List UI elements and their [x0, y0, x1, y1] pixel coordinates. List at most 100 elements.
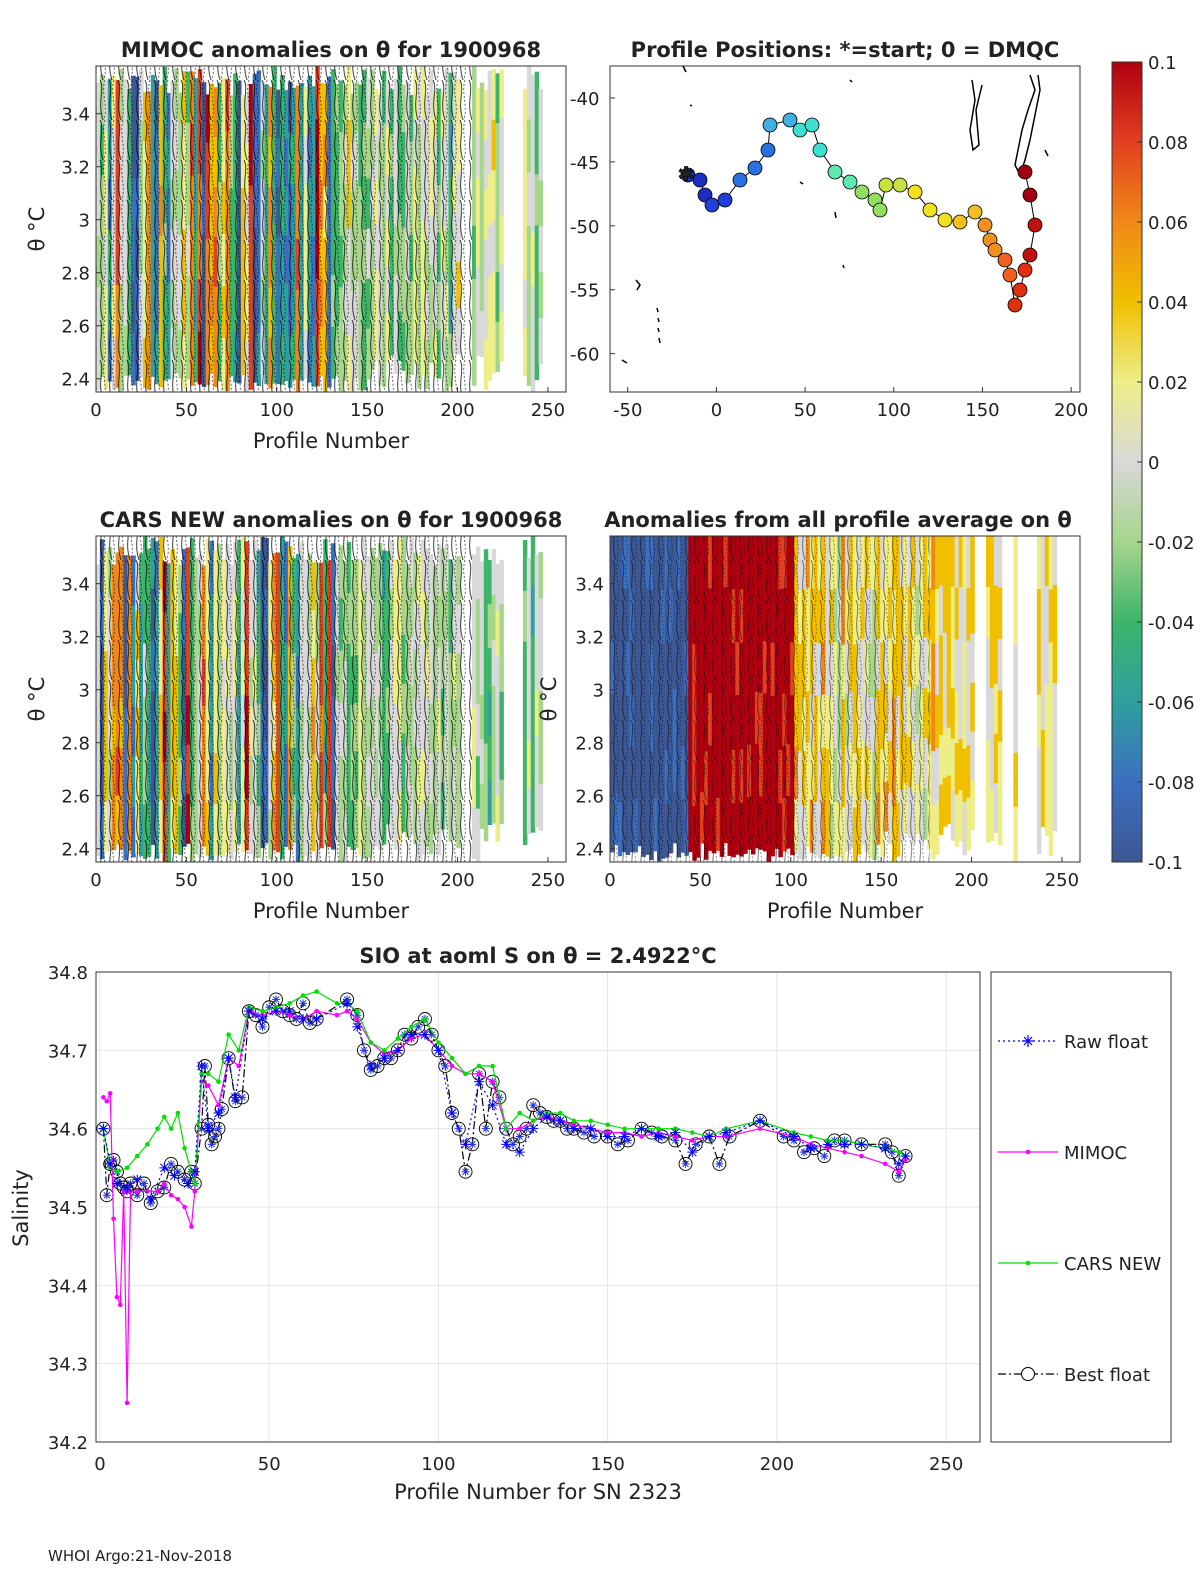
- series-raw-float: [98, 998, 911, 1205]
- data-point: [704, 1131, 715, 1142]
- data-point: [636, 1123, 647, 1134]
- data-point: [134, 1153, 140, 1159]
- data-point: [183, 1178, 193, 1189]
- salinity-ylabel: Salinity: [9, 1169, 33, 1247]
- data-point: [182, 1204, 187, 1210]
- data-point: [517, 1126, 522, 1131]
- data-point: [588, 1118, 594, 1124]
- salinity-chart: SIO at aoml S on θ = 2.4922°C Profile Nu…: [9, 944, 981, 1504]
- position-marker: [997, 252, 1013, 268]
- position-marker: [747, 160, 763, 176]
- colorbar-tick-label: -0.02: [1148, 533, 1195, 554]
- data-point: [189, 1224, 194, 1229]
- average-xlabel: Profile Number: [767, 899, 924, 923]
- legend-item: Best float: [998, 1365, 1150, 1386]
- cars-xticks: 0 50 100 150 200 250: [90, 857, 565, 891]
- colorbar-tick-label: -0.08: [1148, 773, 1195, 794]
- y-tick-label: 2.8: [61, 734, 90, 755]
- colorbar-tick-label: -0.06: [1148, 693, 1195, 714]
- data-point: [334, 1001, 340, 1006]
- data-point: [392, 1045, 403, 1056]
- position-marker: [922, 202, 938, 218]
- legend-item: MIMOC: [998, 1143, 1127, 1164]
- x-tick-label: 150: [350, 400, 384, 421]
- data-point: [132, 1174, 143, 1185]
- salinity-series: [96, 989, 913, 1406]
- y-tick-label: -40: [570, 89, 599, 110]
- salinity-xticks: 0 50 100 150 200 250: [94, 1454, 963, 1475]
- position-marker: [827, 164, 843, 180]
- x-tick-label: 0: [711, 400, 722, 421]
- y-tick-label: 3.4: [61, 575, 90, 596]
- data-point: [610, 1137, 625, 1152]
- data-point: [189, 1166, 200, 1177]
- data-point: [460, 1139, 471, 1150]
- data-point: [501, 1139, 512, 1150]
- average-ylabel: θ °C: [537, 677, 561, 722]
- position-marker: [762, 117, 778, 133]
- data-point: [395, 1036, 401, 1041]
- positions-title: Profile Positions: *=start; 0 = DMQC: [631, 38, 1060, 62]
- series-line: [102, 1002, 906, 1201]
- y-tick-label: 2.4: [61, 840, 90, 861]
- data-point: [107, 1091, 113, 1096]
- position-marker: [782, 112, 798, 128]
- y-tick-label: 2.4: [61, 370, 90, 391]
- start-marker-icon: ✱: [678, 162, 695, 186]
- x-tick-label: 100: [877, 400, 911, 421]
- data-point: [203, 1123, 214, 1134]
- data-point: [891, 1168, 906, 1183]
- data-point: [605, 1122, 610, 1128]
- position-marker: [804, 117, 820, 133]
- data-point: [243, 1006, 254, 1017]
- data-point: [111, 1216, 116, 1222]
- data-point: [300, 993, 306, 998]
- data-point: [213, 1108, 224, 1118]
- cars-heatmap: [96, 536, 544, 863]
- data-point: [690, 1138, 695, 1143]
- y-tick-label: -50: [570, 217, 599, 238]
- data-point: [206, 1083, 211, 1088]
- position-marker: [952, 214, 968, 230]
- position-marker: [1022, 187, 1038, 203]
- x-tick-label: 0: [90, 400, 101, 421]
- position-marker: [1002, 267, 1018, 283]
- data-point: [856, 1139, 867, 1150]
- cars-yticks: 2.4 2.6 2.8 3 3.2 3.4: [61, 575, 101, 861]
- mimoc-title: MIMOC anomalies on θ for 1900968: [121, 38, 541, 62]
- data-point: [168, 1126, 174, 1131]
- data-point: [162, 1114, 167, 1120]
- data-point: [257, 1014, 268, 1024]
- data-point: [721, 1127, 732, 1138]
- float-positions: [680, 112, 1043, 313]
- positions-yticks: -40 -45 -50 -55 -60: [570, 89, 615, 366]
- position-marker: [977, 217, 993, 233]
- data-point: [490, 1063, 495, 1069]
- position-marker: [1012, 282, 1028, 298]
- average-title: Anomalies from all profile average on θ: [604, 508, 1072, 532]
- legend-box: [990, 971, 1172, 1443]
- y-tick-label: 2.8: [61, 264, 90, 285]
- x-tick-label: 100: [774, 870, 808, 891]
- data-point: [900, 1151, 911, 1162]
- data-point: [433, 1045, 444, 1056]
- data-point: [805, 1143, 816, 1154]
- data-point: [639, 1134, 644, 1139]
- mimoc-xlabel: Profile Number: [253, 429, 410, 453]
- data-point: [236, 1048, 242, 1053]
- mimoc-yticks: 2.4 2.6 2.8 3 3.2 3.4: [61, 105, 101, 391]
- position-marker: [732, 172, 748, 188]
- y-tick-label: 3.4: [575, 575, 604, 596]
- y-tick-label: -55: [570, 281, 599, 302]
- data-point: [145, 1142, 150, 1147]
- colorbar-tick-label: 0.1: [1148, 53, 1177, 74]
- x-tick-label: 0: [604, 870, 615, 891]
- average-heatmap: [610, 536, 1058, 863]
- data-point: [314, 989, 319, 994]
- data-point: [757, 1126, 763, 1131]
- data-point: [314, 1008, 319, 1014]
- data-point: [896, 1149, 902, 1155]
- data-point: [124, 1400, 130, 1406]
- position-marker: [1007, 297, 1023, 313]
